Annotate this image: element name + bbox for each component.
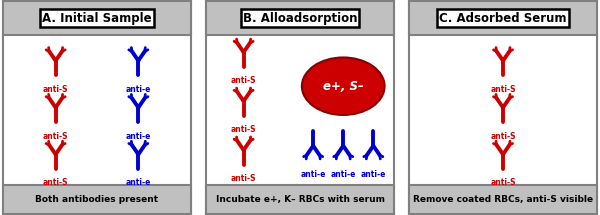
- Text: anti-S: anti-S: [490, 85, 516, 94]
- Text: B. Alloadsorption: B. Alloadsorption: [243, 12, 357, 25]
- Bar: [409, 1, 597, 35]
- Text: anti-S: anti-S: [43, 85, 68, 94]
- Text: anti-S: anti-S: [490, 132, 516, 141]
- Bar: [409, 185, 597, 214]
- Text: anti-S: anti-S: [231, 174, 256, 183]
- Text: anti-e: anti-e: [301, 170, 326, 179]
- Text: C. Adsorbed Serum: C. Adsorbed Serum: [439, 12, 567, 25]
- Text: Remove coated RBCs, anti-S visible: Remove coated RBCs, anti-S visible: [413, 195, 593, 204]
- Text: Incubate e+, K– RBCs with serum: Incubate e+, K– RBCs with serum: [215, 195, 385, 204]
- Text: Both antibodies present: Both antibodies present: [35, 195, 158, 204]
- Text: anti-S: anti-S: [231, 125, 256, 134]
- Text: anti-S: anti-S: [490, 178, 516, 187]
- Text: e+, S–: e+, S–: [323, 80, 364, 93]
- Ellipse shape: [302, 57, 385, 115]
- Text: anti-e: anti-e: [125, 132, 151, 141]
- Text: A. Initial Sample: A. Initial Sample: [42, 12, 152, 25]
- Text: anti-S: anti-S: [231, 76, 256, 85]
- Bar: [206, 185, 394, 214]
- Text: anti-e: anti-e: [331, 170, 356, 179]
- Bar: [3, 1, 191, 35]
- Text: anti-e: anti-e: [125, 178, 151, 187]
- Text: anti-S: anti-S: [43, 132, 68, 141]
- Text: anti-e: anti-e: [361, 170, 386, 179]
- Text: anti-e: anti-e: [125, 85, 151, 94]
- Bar: [3, 185, 191, 214]
- Bar: [206, 1, 394, 35]
- Text: anti-S: anti-S: [43, 178, 68, 187]
